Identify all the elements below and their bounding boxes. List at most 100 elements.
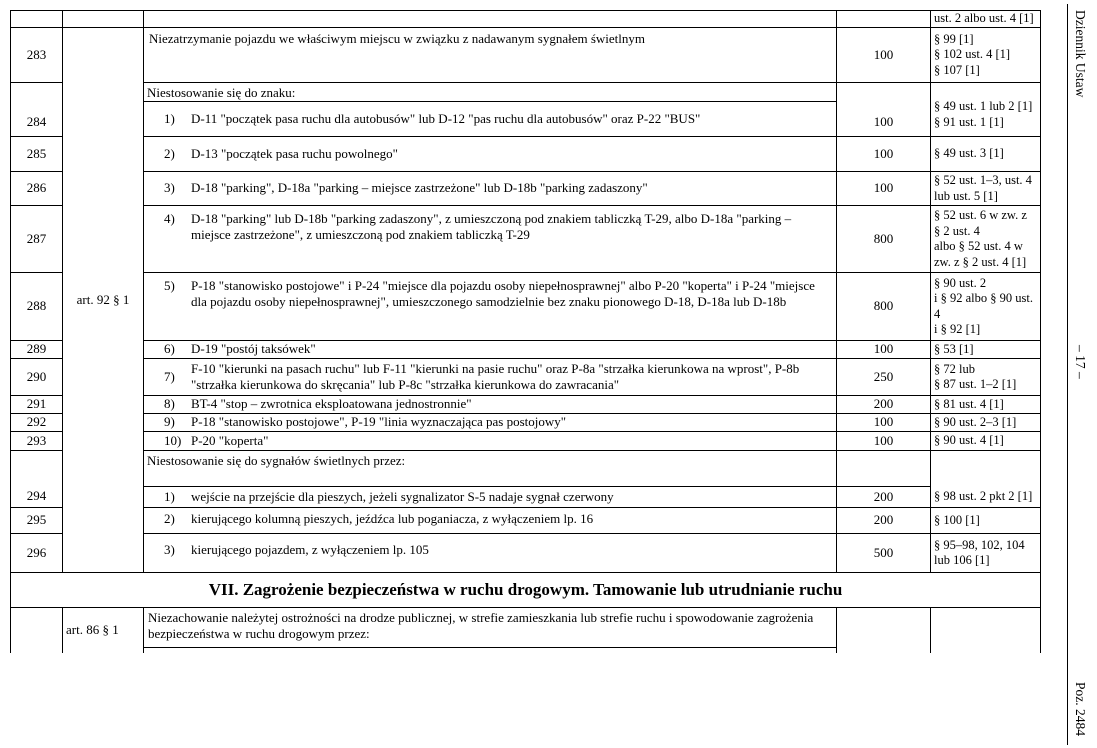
continuation-article-cell bbox=[62, 10, 144, 28]
item-number: 5) bbox=[164, 278, 175, 293]
row-294-number: 294 bbox=[10, 450, 63, 508]
row-291-fine: 200 bbox=[836, 395, 931, 414]
row-294-fine: 200 bbox=[836, 486, 931, 508]
row-284-description: 1) D-11 "początek pasa ruchu dla autobus… bbox=[143, 101, 837, 137]
item-text: D-19 "postój taksówek" bbox=[191, 341, 316, 357]
subheader-fine-cell bbox=[836, 450, 931, 487]
row-284-legal-reference: § 49 ust. 1 lub 2 [1] § 91 ust. 1 [1] bbox=[930, 82, 1041, 137]
item-text: kierującego pojazdem, z wyłączeniem lp. … bbox=[191, 542, 429, 557]
row-286-legal-reference: § 52 ust. 1–3, ust. 4 lub ust. 5 [1] bbox=[930, 171, 1041, 206]
row-next-number-cell bbox=[10, 607, 63, 653]
row-286-number: 286 bbox=[10, 171, 63, 206]
row-295-description: 2) kierującego kolumną pieszych, jeźdźca… bbox=[143, 507, 837, 534]
row-284-fine: 100 bbox=[836, 82, 931, 137]
row-291-legal-reference: § 81 ust. 4 [1] bbox=[930, 395, 1041, 414]
row-293-description: 10) P-20 "koperta" bbox=[143, 431, 837, 451]
row-296-legal-reference: § 95–98, 102, 104 lub 106 [1] bbox=[930, 533, 1041, 573]
item-number: 9) bbox=[164, 414, 175, 430]
subheader-traffic-lights: Niestosowanie się do sygnałów świetlnych… bbox=[143, 450, 837, 487]
row-292-description: 9) P-18 "stanowisko postojowe", P-19 "li… bbox=[143, 413, 837, 432]
item-text: P-18 "stanowisko postojowe", P-19 "linia… bbox=[191, 414, 567, 430]
item-number: 7) bbox=[164, 368, 175, 384]
item-number: 8) bbox=[164, 396, 175, 412]
item-text: kierującego kolumną pieszych, jeźdźca lu… bbox=[191, 511, 594, 526]
row-287-description: 4) D-18 "parking" lub D-18b "parking zad… bbox=[143, 205, 837, 273]
item-number: 4) bbox=[164, 211, 175, 226]
row-283-fine: 100 bbox=[836, 27, 931, 83]
row-285-fine: 100 bbox=[836, 136, 931, 172]
row-290-description: 7) F-10 "kierunki na pasach ruchu" lub F… bbox=[143, 358, 837, 396]
row-next-description: Niezachowanie należytej ostrożności na d… bbox=[143, 607, 837, 648]
row-284-number: 284 bbox=[10, 82, 63, 137]
item-number: 10) bbox=[164, 432, 182, 448]
row-next-reference-cell bbox=[930, 607, 1041, 653]
row-287-legal-reference: § 52 ust. 6 w zw. z § 2 ust. 4 albo § 52… bbox=[930, 205, 1041, 273]
row-293-legal-reference: § 90 ust. 4 [1] bbox=[930, 431, 1041, 451]
row-290-legal-reference: § 72 lub § 87 ust. 1–2 [1] bbox=[930, 358, 1041, 396]
item-number: 3) bbox=[164, 542, 175, 557]
row-295-fine: 200 bbox=[836, 507, 931, 534]
row-292-legal-reference: § 90 ust. 2–3 [1] bbox=[930, 413, 1041, 432]
row-296-description: 3) kierującego pojazdem, z wyłączeniem l… bbox=[143, 533, 837, 573]
item-text: P-20 "koperta" bbox=[191, 432, 269, 448]
row-294-legal-reference: § 98 ust. 2 pkt 2 [1] bbox=[930, 450, 1041, 508]
row-288-legal-reference: § 90 ust. 2 i § 92 albo § 90 ust. 4 i § … bbox=[930, 272, 1041, 341]
journal-name-vertical-label: Dziennik Ustaw bbox=[1072, 10, 1088, 98]
continuation-description-cell bbox=[143, 10, 837, 28]
item-number: 1) bbox=[164, 110, 175, 126]
article-92-cell: art. 92 § 1 bbox=[62, 27, 144, 573]
row-292-number: 292 bbox=[10, 413, 63, 432]
row-289-legal-reference: § 53 [1] bbox=[930, 340, 1041, 359]
subheader-signs: Niestosowanie się do znaku: bbox=[143, 82, 837, 102]
item-number: 6) bbox=[164, 341, 175, 357]
row-296-fine: 500 bbox=[836, 533, 931, 573]
row-295-legal-reference: § 100 [1] bbox=[930, 507, 1041, 534]
page-number-vertical-label: – 17 – bbox=[1072, 345, 1088, 379]
row-290-number: 290 bbox=[10, 358, 63, 396]
row-290-fine: 250 bbox=[836, 358, 931, 396]
row-286-fine: 100 bbox=[836, 171, 931, 206]
item-text: F-10 "kierunki na pasach ruchu" lub F-11… bbox=[191, 360, 800, 392]
row-next-fine-cell bbox=[836, 607, 931, 653]
continuation-number-cell bbox=[10, 10, 63, 28]
row-285-number: 285 bbox=[10, 136, 63, 172]
item-number: 2) bbox=[164, 511, 175, 526]
position-number-vertical-label: Poz. 2484 bbox=[1072, 682, 1088, 736]
row-294-description: 1) wejście na przejście dla pieszych, je… bbox=[143, 486, 837, 508]
row-296-number: 296 bbox=[10, 533, 63, 573]
row-283-description: Niezatrzymanie pojazdu we właściwym miej… bbox=[143, 27, 837, 83]
row-285-description: 2) D-13 "początek pasa ruchu powolnego" bbox=[143, 136, 837, 172]
row-289-fine: 100 bbox=[836, 340, 931, 359]
row-288-number: 288 bbox=[10, 272, 63, 341]
row-289-description: 6) D-19 "postój taksówek" bbox=[143, 340, 837, 359]
page-margin-separator bbox=[1067, 4, 1068, 745]
article-86-cell: art. 86 § 1 bbox=[62, 607, 144, 653]
row-288-fine: 800 bbox=[836, 272, 931, 341]
row-289-number: 289 bbox=[10, 340, 63, 359]
item-text: P-18 "stanowisko postojowe" i P-24 "miej… bbox=[191, 278, 815, 310]
row-283-legal-reference: § 99 [1] § 102 ust. 4 [1] § 107 [1] bbox=[930, 27, 1041, 83]
continuation-legal-reference: ust. 2 albo ust. 4 [1] bbox=[930, 10, 1041, 28]
item-text: wejście na przejście dla pieszych, jeżel… bbox=[191, 488, 614, 504]
row-287-number: 287 bbox=[10, 205, 63, 273]
item-text: D-11 "początek pasa ruchu dla autobusów"… bbox=[191, 110, 701, 126]
row-291-description: 8) BT-4 "stop – zwrotnica eksploatowana … bbox=[143, 395, 837, 414]
row-295-number: 295 bbox=[10, 507, 63, 534]
section-vii-header: VII. Zagrożenie bezpieczeństwa w ruchu d… bbox=[10, 572, 1041, 608]
item-number: 2) bbox=[164, 145, 175, 161]
item-text: D-18 "parking" lub D-18b "parking zadasz… bbox=[191, 211, 792, 243]
row-285-legal-reference: § 49 ust. 3 [1] bbox=[930, 136, 1041, 172]
item-number: 1) bbox=[164, 488, 175, 504]
item-text: D-13 "początek pasa ruchu powolnego" bbox=[191, 145, 398, 161]
row-283-number: 283 bbox=[10, 27, 63, 83]
item-text: D-18 "parking", D-18a "parking – miejsce… bbox=[191, 180, 648, 196]
row-293-number: 293 bbox=[10, 431, 63, 451]
row-288-description: 5) P-18 "stanowisko postojowe" i P-24 "m… bbox=[143, 272, 837, 341]
item-text: BT-4 "stop – zwrotnica eksploatowana jed… bbox=[191, 396, 472, 412]
row-291-number: 291 bbox=[10, 395, 63, 414]
row-287-fine: 800 bbox=[836, 205, 931, 273]
row-293-fine: 100 bbox=[836, 431, 931, 451]
row-286-description: 3) D-18 "parking", D-18a "parking – miej… bbox=[143, 171, 837, 206]
continuation-fine-cell bbox=[836, 10, 931, 28]
